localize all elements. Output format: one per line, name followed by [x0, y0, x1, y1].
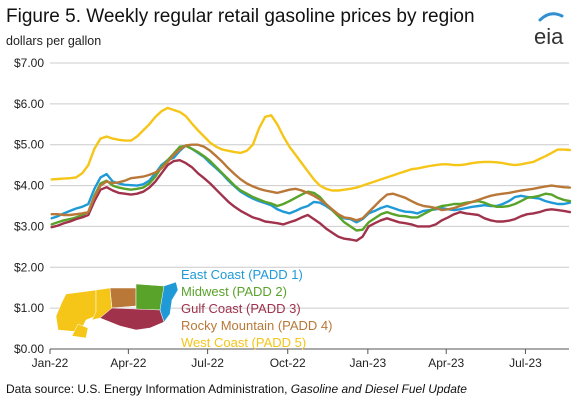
- x-tick-label: Apr-23: [428, 356, 464, 370]
- legend: East Coast (PADD 1) Midwest (PADD 2) Gulf …: [181, 267, 332, 350]
- x-tick-label: Jan-23: [349, 356, 386, 370]
- legend-item: Gulf Coast (PADD 3): [181, 301, 301, 316]
- source-note: Data source: U.S. Energy Information Adm…: [6, 382, 467, 396]
- y-tick-label: $1.00: [14, 301, 44, 315]
- map-region-west-coast: [55, 289, 97, 333]
- map-region-rocky-mountain: [109, 287, 137, 309]
- map-region-alaska: [71, 323, 89, 339]
- y-tick-label: $7.00: [14, 56, 44, 70]
- us-padd-map-icon: [55, 281, 179, 339]
- series-line: [50, 144, 572, 224]
- source-publication: Gasoline and Diesel Fuel Update: [290, 382, 467, 396]
- legend-item: West Coast (PADD 5): [181, 335, 306, 350]
- y-tick-label: $0.00: [14, 342, 44, 356]
- map-region-midwest: [135, 283, 165, 311]
- figure-title: Figure 5. Weekly regular retail gasoline…: [6, 6, 475, 27]
- y-tick-label: $2.00: [14, 260, 44, 274]
- x-tick-label: Jul-23: [509, 356, 542, 370]
- y-tick-label: $5.00: [14, 138, 44, 152]
- x-tick-label: Jan-22: [32, 356, 69, 370]
- series-line: [50, 106, 572, 192]
- eia-logo-text: eia: [534, 24, 564, 49]
- x-tick-label: Apr-22: [110, 356, 146, 370]
- legend-item: East Coast (PADD 1): [181, 267, 303, 282]
- axis-layer: $0.00 $1.00 $2.00 $3.00 $4.00 $5.00 $6.00 $7.00…: [14, 56, 569, 370]
- source-prefix: Data source: U.S. Energy Information Adm…: [6, 382, 291, 396]
- map-region-gulf-coast: [99, 307, 165, 331]
- series-line: [50, 143, 572, 222]
- y-tick-label: $4.00: [14, 179, 44, 193]
- legend-item: Rocky Mountain (PADD 4): [181, 318, 332, 333]
- y-units-label: dollars per gallon: [6, 34, 102, 48]
- series-layer: [50, 106, 572, 242]
- series-line: [50, 144, 572, 232]
- x-tick-label: Oct-22: [270, 356, 306, 370]
- y-tick-label: $3.00: [14, 219, 44, 233]
- grid-layer: [50, 62, 569, 309]
- series-line: [50, 158, 572, 242]
- legend-item: Midwest (PADD 2): [181, 284, 287, 299]
- x-tick-label: Jul-22: [191, 356, 224, 370]
- map-region-east-coast: [159, 281, 179, 323]
- y-tick-label: $6.00: [14, 97, 44, 111]
- eia-logo-icon: eia: [534, 12, 564, 49]
